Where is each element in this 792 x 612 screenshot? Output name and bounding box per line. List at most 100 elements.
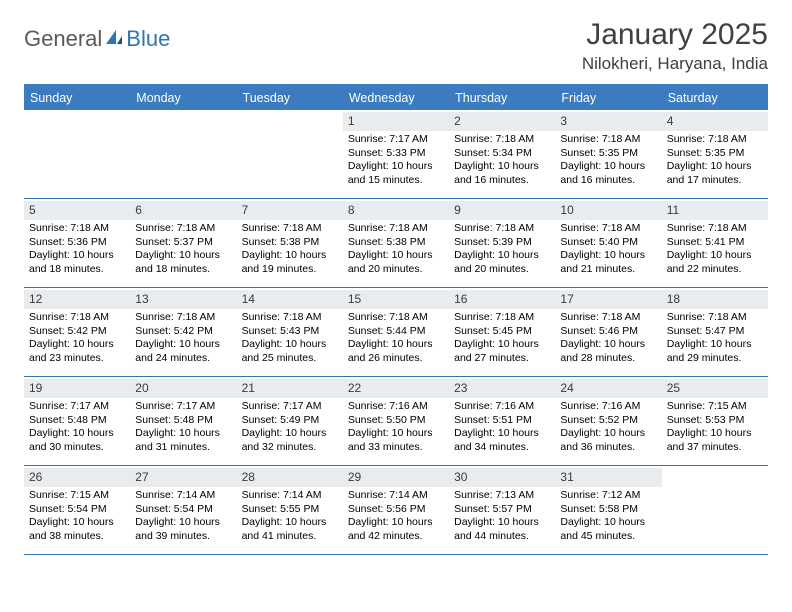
day-cell: 22Sunrise: 7:16 AMSunset: 5:50 PMDayligh… [343, 377, 449, 465]
week-row: 12 Sunrise: 7:18 AM Sunset: 5:42 PM Dayligh… [24, 288, 768, 377]
sunset-line: Sunset: 5:58 PM [560, 503, 656, 516]
day-number: 18 [662, 290, 768, 309]
daylight-line: Daylight: 10 hours and 29 minutes. [667, 338, 763, 365]
daylight-line: Daylight: 10 hours and 18 minutes. [29, 249, 125, 276]
day-cell: 13Sunrise: 7:18 AMSunset: 5:42 PMDayligh… [130, 288, 236, 376]
daylight-line: Daylight: 10 hours and 33 minutes. [348, 427, 444, 454]
sunrise-line: Sunrise: 7:18 AM [560, 133, 656, 146]
sunset-line: Sunset: 5:39 PM [454, 236, 550, 249]
day-cell: 19Sunrise: 7:17 AMSunset: 5:48 PMDayligh… [24, 377, 130, 465]
sunset-line: Sunset: 5:41 PM [667, 236, 763, 249]
day-number: 6 [130, 201, 236, 220]
daylight-line: Daylight: 10 hours and 18 minutes. [135, 249, 231, 276]
sunrise-line: Sunrise: 7:18 AM [135, 222, 231, 235]
daylight-line: Daylight: 10 hours and 32 minutes. [242, 427, 338, 454]
daylight-line: Daylight: 10 hours and 26 minutes. [348, 338, 444, 365]
sunset-line: Sunset: 5:36 PM [29, 236, 125, 249]
sunset-line: Sunset: 5:35 PM [667, 147, 763, 160]
sunrise-line: Sunrise: 7:13 AM [454, 489, 550, 502]
sunset-line: Sunset: 5:38 PM [242, 236, 338, 249]
sunset-line: Sunset: 5:44 PM [348, 325, 444, 338]
sunset-line: Sunset: 5:52 PM [560, 414, 656, 427]
day-number: 26 [24, 468, 130, 487]
day-cell: 18Sunrise: 7:18 AMSunset: 5:47 PMDayligh… [662, 288, 768, 376]
day-number: 7 [237, 201, 343, 220]
sunset-line: Sunset: 5:53 PM [667, 414, 763, 427]
day-cell: 29Sunrise: 7:14 AMSunset: 5:56 PMDayligh… [343, 466, 449, 554]
day-cell: 2Sunrise: 7:18 AMSunset: 5:34 PMDaylight… [449, 110, 555, 198]
sunrise-line: Sunrise: 7:14 AM [135, 489, 231, 502]
daylight-line: Daylight: 10 hours and 45 minutes. [560, 516, 656, 543]
sunset-line: Sunset: 5:45 PM [454, 325, 550, 338]
sunset-line: Sunset: 5:35 PM [560, 147, 656, 160]
weeks-container: 1Sunrise: 7:17 AMSunset: 5:33 PMDaylight… [24, 110, 768, 555]
sunset-line: Sunset: 5:48 PM [135, 414, 231, 427]
weekday-header: Tuesday [237, 87, 343, 110]
daylight-line: Daylight: 10 hours and 36 minutes. [560, 427, 656, 454]
sunset-line: Sunset: 5:38 PM [348, 236, 444, 249]
sunrise-line: Sunrise: 7:16 AM [454, 400, 550, 413]
weekday-header: Sunday [24, 87, 130, 110]
daylight-line: Daylight: 10 hours and 25 minutes. [242, 338, 338, 365]
sunset-line: Sunset: 5:54 PM [29, 503, 125, 516]
week-row: 26Sunrise: 7:15 AMSunset: 5:54 PMDayligh… [24, 466, 768, 555]
daylight-line: Daylight: 10 hours and 28 minutes. [560, 338, 656, 365]
sunrise-line: Sunrise: 7:17 AM [348, 133, 444, 146]
day-cell: 25Sunrise: 7:15 AMSunset: 5:53 PMDayligh… [662, 377, 768, 465]
day-number: 1 [343, 112, 449, 131]
day-number: 2 [449, 112, 555, 131]
day-number: 12 [24, 290, 130, 309]
sunset-line: Sunset: 5:54 PM [135, 503, 231, 516]
day-cell: 27Sunrise: 7:14 AMSunset: 5:54 PMDayligh… [130, 466, 236, 554]
daylight-line: Daylight: 10 hours and 16 minutes. [560, 160, 656, 187]
day-number: 13 [130, 290, 236, 309]
daylight-line: Daylight: 10 hours and 42 minutes. [348, 516, 444, 543]
day-cell: 15Sunrise: 7:18 AMSunset: 5:44 PMDayligh… [343, 288, 449, 376]
title-block: January 2025 Nilokheri, Haryana, India [582, 18, 768, 74]
day-cell: 16Sunrise: 7:18 AMSunset: 5:45 PMDayligh… [449, 288, 555, 376]
day-cell: 26 Sunrise: 7:15 AMSunset: 5:54 PMDayligh… [24, 466, 130, 554]
daylight-line: Daylight: 10 hours and 27 minutes. [454, 338, 550, 365]
sunrise-line: Sunrise: 7:17 AM [242, 400, 338, 413]
sunset-line: Sunset: 5:34 PM [454, 147, 550, 160]
weekday-header: Thursday [449, 87, 555, 110]
sunrise-line: Sunrise: 7:18 AM [667, 311, 763, 324]
weekday-header-row: SundayMondayTuesdayWednesdayThursdayFrid… [24, 87, 768, 110]
day-cell: 10Sunrise: 7:18 AMSunset: 5:40 PMDayligh… [555, 199, 661, 287]
weekday-header: Friday [555, 87, 661, 110]
day-cell [24, 110, 130, 198]
day-cell: 11Sunrise: 7:18 AMSunset: 5:41 PMDayligh… [662, 199, 768, 287]
sunset-line: Sunset: 5:40 PM [560, 236, 656, 249]
month-title: January 2025 [582, 18, 768, 52]
sunrise-line: Sunrise: 7:18 AM [242, 222, 338, 235]
day-cell: 23Sunrise: 7:16 AMSunset: 5:51 PMDayligh… [449, 377, 555, 465]
sunset-line: Sunset: 5:43 PM [242, 325, 338, 338]
daylight-line: Daylight: 10 hours and 39 minutes. [135, 516, 231, 543]
day-number: 11 [662, 201, 768, 220]
sunrise-line: Sunrise: 7:18 AM [667, 222, 763, 235]
day-number: 29 [343, 468, 449, 487]
day-number: 22 [343, 379, 449, 398]
daylight-line: Daylight: 10 hours and 21 minutes. [560, 249, 656, 276]
day-cell: 7Sunrise: 7:18 AMSunset: 5:38 PMDaylight… [237, 199, 343, 287]
sunrise-line: Sunrise: 7:18 AM [560, 311, 656, 324]
day-number: 31 [555, 468, 661, 487]
day-cell [130, 110, 236, 198]
daylight-line: Daylight: 10 hours and 38 minutes. [29, 516, 125, 543]
sunrise-line: Sunrise: 7:18 AM [560, 222, 656, 235]
day-number: 21 [237, 379, 343, 398]
day-number: 30 [449, 468, 555, 487]
brand-sail-icon [104, 28, 124, 51]
sunset-line: Sunset: 5:48 PM [29, 414, 125, 427]
day-cell: 31Sunrise: 7:12 AMSunset: 5:58 PMDayligh… [555, 466, 661, 554]
sunrise-line: Sunrise: 7:14 AM [348, 489, 444, 502]
daylight-line: Daylight: 10 hours and 44 minutes. [454, 516, 550, 543]
sunset-line: Sunset: 5:42 PM [29, 325, 125, 338]
day-cell: 12Sunrise: 7:18 AMSunset: 5:42 PMDayligh… [24, 288, 130, 376]
sunset-line: Sunset: 5:50 PM [348, 414, 444, 427]
brand-logo: General Blue [24, 18, 170, 52]
sunrise-line: Sunrise: 7:18 AM [348, 222, 444, 235]
sunrise-line: Sunrise: 7:18 AM [454, 311, 550, 324]
sunrise-line: Sunrise: 7:15 AM [29, 489, 125, 502]
day-cell: 24Sunrise: 7:16 AMSunset: 5:52 PMDayligh… [555, 377, 661, 465]
